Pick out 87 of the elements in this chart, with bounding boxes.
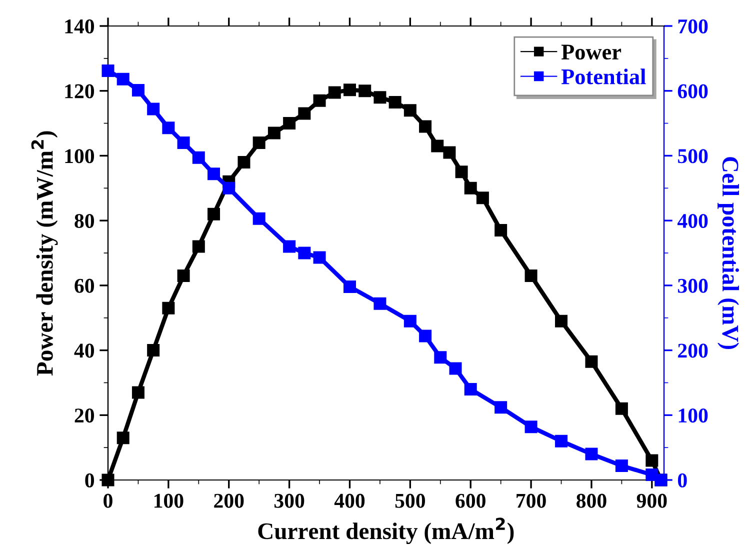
point: [192, 240, 205, 253]
x-tick-label: 300: [274, 494, 304, 508]
point: [208, 208, 220, 220]
point: [404, 104, 416, 117]
x-tick-label: 800: [576, 494, 606, 508]
point: [555, 314, 568, 328]
x-tick-label: 100: [154, 494, 184, 508]
point: [343, 280, 356, 293]
point: [252, 136, 266, 149]
y-tick-label: 60: [74, 278, 94, 293]
point: [615, 459, 628, 472]
x-tick-label: 700: [516, 494, 546, 508]
x-tick-label: 400: [334, 494, 365, 508]
point: [283, 117, 296, 130]
point: [343, 84, 356, 96]
point: [476, 192, 489, 204]
point: [283, 240, 296, 253]
point: [147, 344, 160, 357]
y2-tick-label: 500: [678, 149, 708, 164]
legend-label: Power: [561, 44, 622, 60]
point: [208, 168, 220, 180]
point: [615, 402, 628, 415]
y-tick-label: 100: [65, 149, 94, 164]
point: [374, 297, 386, 310]
y2-tick-label: 0: [678, 473, 687, 488]
point: [102, 64, 114, 77]
point: [404, 314, 416, 328]
y-tick-label: 120: [65, 84, 94, 98]
point: [298, 246, 311, 260]
point: [328, 86, 341, 99]
point: [252, 212, 266, 225]
point: [358, 84, 372, 98]
y-tick-label: 0: [85, 473, 94, 488]
y-axis-title: Power density (mW/m$^{2}$): [31, 131, 58, 376]
point: [524, 420, 538, 434]
y-tick-label: 80: [74, 214, 94, 228]
x-axis-title: Current density (mA/m$^{2}$): [258, 518, 514, 544]
point: [449, 362, 462, 375]
point: [116, 72, 130, 86]
y2-tick-label: 100: [678, 408, 708, 423]
y2-tick-label: 400: [677, 214, 708, 228]
x-tick-label: 500: [395, 494, 426, 508]
y2-tick-label: 700: [678, 19, 708, 34]
point: [431, 140, 444, 152]
point: [646, 454, 658, 467]
point: [374, 91, 386, 104]
point: [222, 182, 236, 194]
point: [443, 146, 456, 159]
point: [132, 386, 144, 399]
point: [298, 107, 311, 120]
y-tick-label: 40: [74, 344, 94, 358]
point: [177, 136, 190, 149]
legend-label: Potential: [561, 68, 646, 84]
point: [162, 122, 175, 134]
y-tick-label: 20: [74, 408, 94, 423]
point: [464, 182, 477, 194]
point: [132, 84, 144, 96]
point: [419, 330, 432, 342]
point: [585, 355, 598, 368]
y2-tick-label: 200: [678, 344, 708, 358]
y2-tick-label: 600: [678, 84, 708, 98]
y2-axis-title: Cell potential (mV): [718, 157, 739, 350]
point: [434, 351, 447, 364]
point: [494, 401, 508, 414]
point: [238, 156, 250, 168]
y2-tick-label: 300: [678, 278, 708, 293]
point: [313, 251, 326, 264]
x-tick-label: 600: [456, 494, 486, 508]
x-tick-label: 0: [104, 494, 112, 508]
point: [494, 224, 508, 237]
x-tick-label: 900: [636, 494, 667, 508]
point: [524, 269, 538, 282]
point: [177, 269, 190, 282]
y-tick-label: 140: [65, 19, 94, 34]
point: [555, 434, 568, 448]
point: [147, 102, 160, 116]
point: [388, 96, 402, 108]
x-tick-label: 200: [214, 494, 244, 508]
point: [268, 126, 280, 140]
point: [464, 382, 477, 396]
point: [313, 94, 326, 107]
point: [455, 166, 468, 178]
point: [162, 302, 175, 314]
point: [192, 151, 205, 164]
point: [585, 448, 598, 460]
point: [116, 432, 130, 444]
point: [419, 120, 432, 133]
